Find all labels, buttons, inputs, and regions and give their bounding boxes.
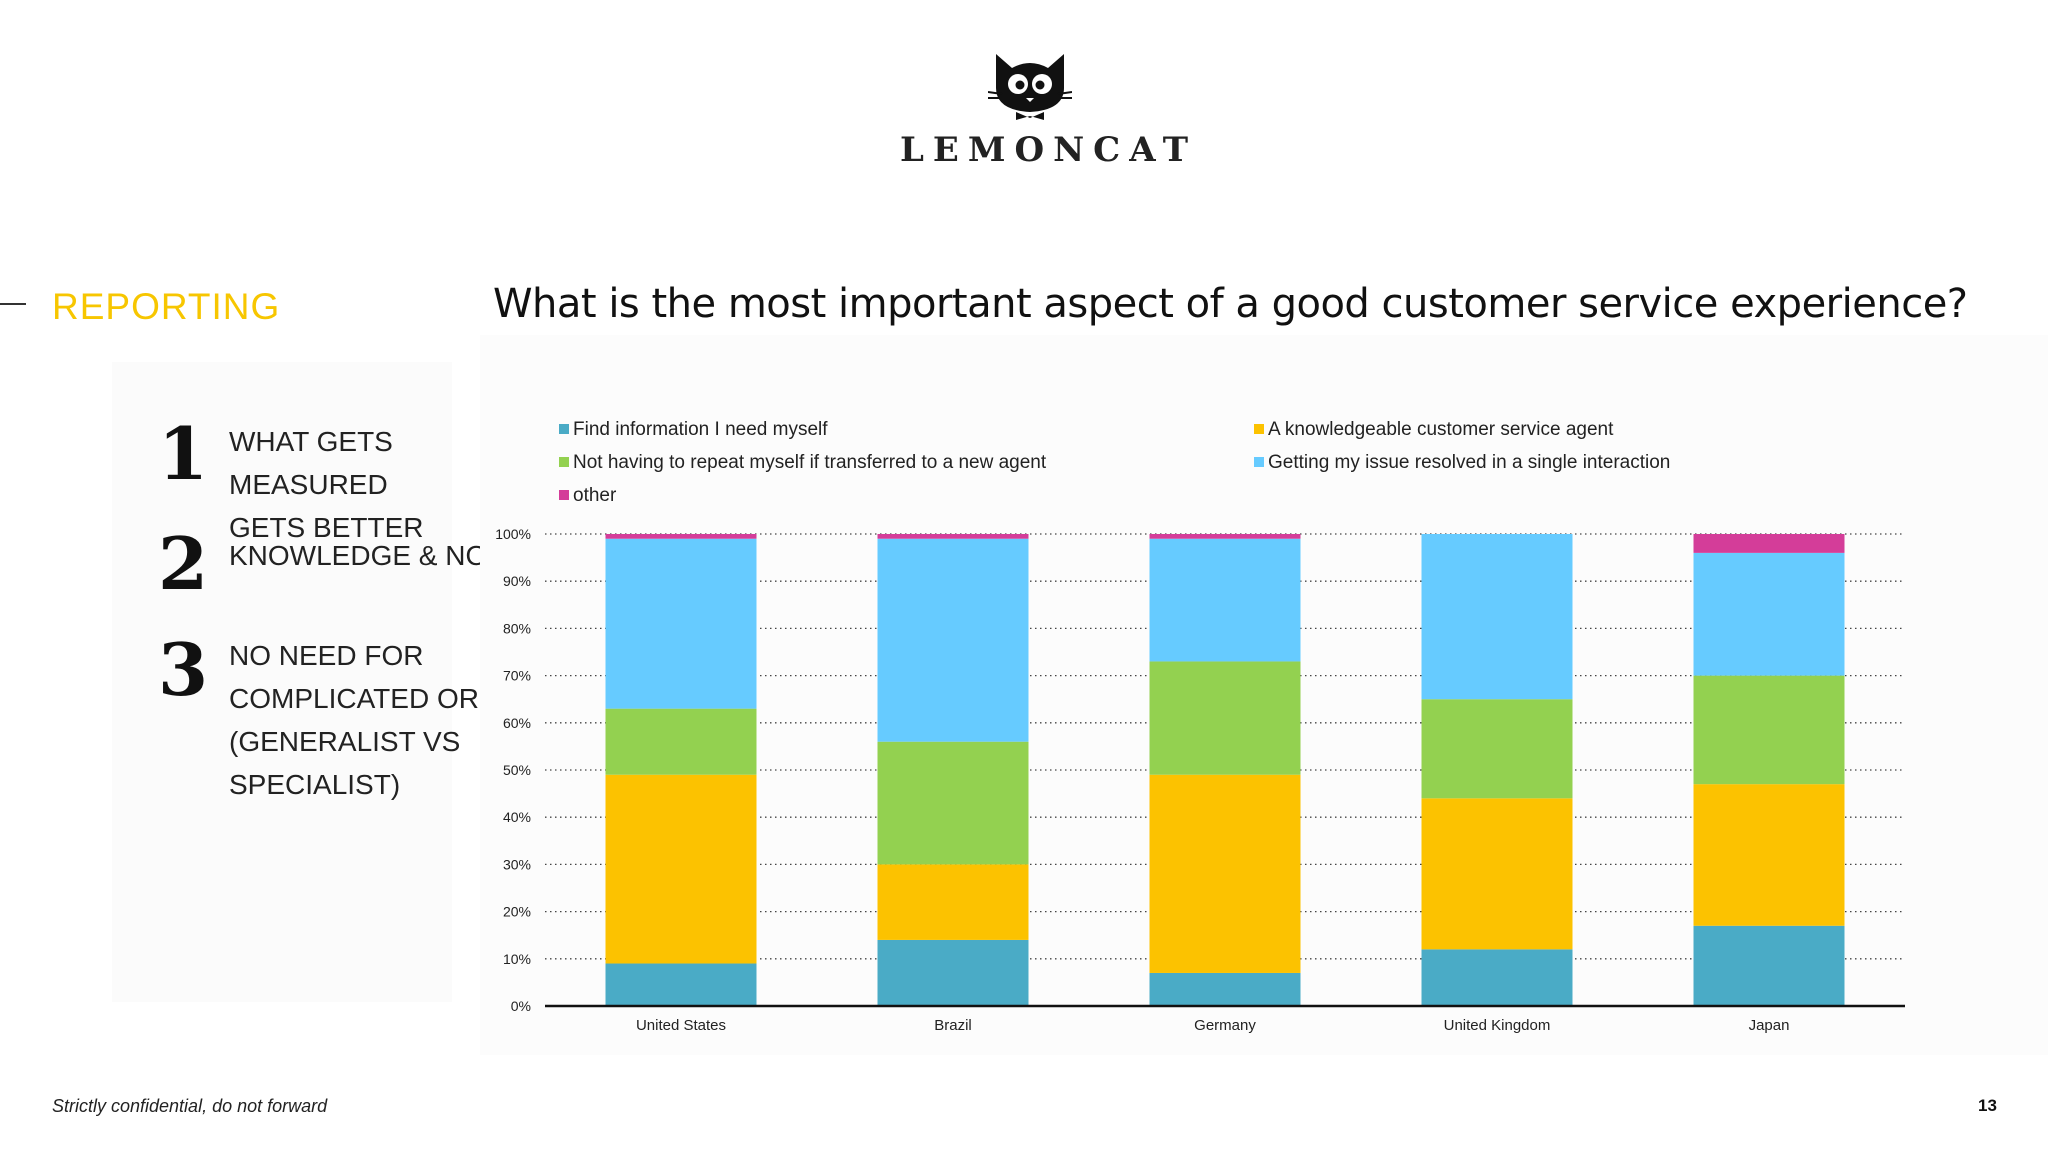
legend-swatch	[559, 490, 569, 500]
brand-name: LEMONCAT	[900, 130, 1198, 170]
bar-segment	[1149, 661, 1301, 775]
chart-question-title: What is the most important aspect of a g…	[493, 281, 1968, 327]
x-tick-label: Germany	[1194, 1017, 1256, 1034]
x-tick-label: Japan	[1749, 1017, 1790, 1034]
bar-segment	[877, 534, 1029, 539]
brand-logo: LEMONCAT	[900, 48, 1198, 178]
legend-swatch	[1254, 424, 1264, 434]
agenda-text-line: KNOWLEDGE & NOW	[229, 540, 514, 571]
x-tick-label: Brazil	[934, 1017, 972, 1034]
legend-swatch	[559, 457, 569, 467]
legend-label: A knowledgeable customer service agent	[1268, 419, 1614, 440]
bar-segment	[877, 741, 1029, 865]
bar-segment	[605, 538, 757, 709]
bar-segment	[1693, 552, 1845, 676]
y-tick-label: 20%	[503, 904, 531, 920]
y-tick-label: 100%	[495, 526, 531, 542]
bar-segment	[1421, 949, 1573, 1006]
bar-segment	[1693, 675, 1845, 785]
legend-label: Getting my issue resolved in a single in…	[1268, 452, 1670, 473]
bar-segment	[1421, 699, 1573, 799]
agenda-number: 3	[158, 627, 209, 712]
y-tick-label: 10%	[503, 951, 531, 967]
section-title: REPORTING	[52, 286, 281, 327]
agenda-text: KNOWLEDGE & NOW	[229, 534, 559, 577]
stacked-bar-chart: 0% 10% 20% 30% 40% 50% 60% 70% 80% 90% 100% United …	[495, 419, 1905, 1034]
agenda-number: 2	[158, 521, 209, 606]
y-tick-label: 40%	[503, 809, 531, 825]
bar-segment	[605, 963, 757, 1006]
legend-label: Find information I need myself	[573, 419, 828, 440]
legend-label: Not having to repeat myself if transferr…	[573, 452, 1047, 473]
bar-segment	[1149, 972, 1301, 1006]
y-tick-label: 0%	[511, 998, 531, 1014]
cat-with-bowtie-icon	[988, 54, 1072, 120]
agenda-panel: 1 WHAT GETS MEASURED GETS BETTER 2 KNOWL…	[112, 362, 514, 1002]
bar-segment	[877, 864, 1029, 940]
bar-segment	[605, 534, 757, 539]
bar-segment	[1149, 774, 1301, 973]
agenda-text-line: WHAT GETS MEASURED	[229, 426, 393, 500]
bar-segment	[1693, 784, 1845, 926]
y-tick-label: 90%	[503, 573, 531, 589]
x-tick-label: United Kingdom	[1444, 1017, 1551, 1034]
agenda-text: NO NEED FOR COMPLICATED ORG (GENERALIST …	[229, 634, 559, 806]
bar-segment	[877, 538, 1029, 742]
bar-segment	[877, 939, 1029, 1006]
x-tick-label: United States	[636, 1017, 726, 1034]
section-rule	[0, 303, 26, 305]
y-tick-label: 70%	[503, 668, 531, 684]
confidential-note: Strictly confidential, do not forward	[52, 1096, 328, 1116]
bar-segment	[1149, 534, 1301, 539]
agenda-number: 1	[158, 411, 209, 496]
bar-segment	[1421, 798, 1573, 950]
bar-segment	[605, 708, 757, 775]
agenda-text-line: (GENERALIST VS	[229, 726, 461, 757]
agenda-text-line: NO NEED FOR	[229, 640, 424, 671]
y-tick-label: 80%	[503, 620, 531, 636]
page-number: 13	[1978, 1096, 1997, 1115]
y-tick-label: 60%	[503, 715, 531, 731]
bar-segment	[1693, 534, 1845, 553]
legend-swatch	[1254, 457, 1264, 467]
legend-swatch	[559, 424, 569, 434]
agenda-text-line: COMPLICATED ORG	[229, 683, 501, 714]
agenda-text-line: SPECIALIST)	[229, 769, 401, 800]
bar-segment	[605, 774, 757, 964]
agenda-text: WHAT GETS MEASURED GETS BETTER	[229, 420, 559, 549]
bar-segment	[1149, 538, 1301, 662]
bar-segment	[1421, 534, 1573, 700]
y-tick-label: 50%	[503, 762, 531, 778]
legend-label: other	[573, 485, 617, 506]
y-tick-label: 30%	[503, 856, 531, 872]
bar-segment	[1693, 925, 1845, 1006]
agenda-text-line: GETS BETTER	[229, 512, 424, 543]
